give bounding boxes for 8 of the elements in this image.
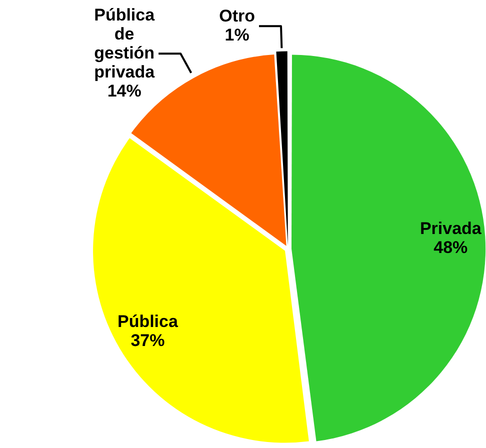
slice-label: Privada [420,218,482,238]
data-label: 1% [224,25,250,44]
slice-label: Pública [117,312,178,332]
slice-label: Pública de gestión privada [94,5,156,82]
data-label: 48% [434,238,468,257]
data-label: 14% [107,81,142,100]
data-label: 37% [130,331,165,350]
slice-label: Otro [219,6,255,26]
